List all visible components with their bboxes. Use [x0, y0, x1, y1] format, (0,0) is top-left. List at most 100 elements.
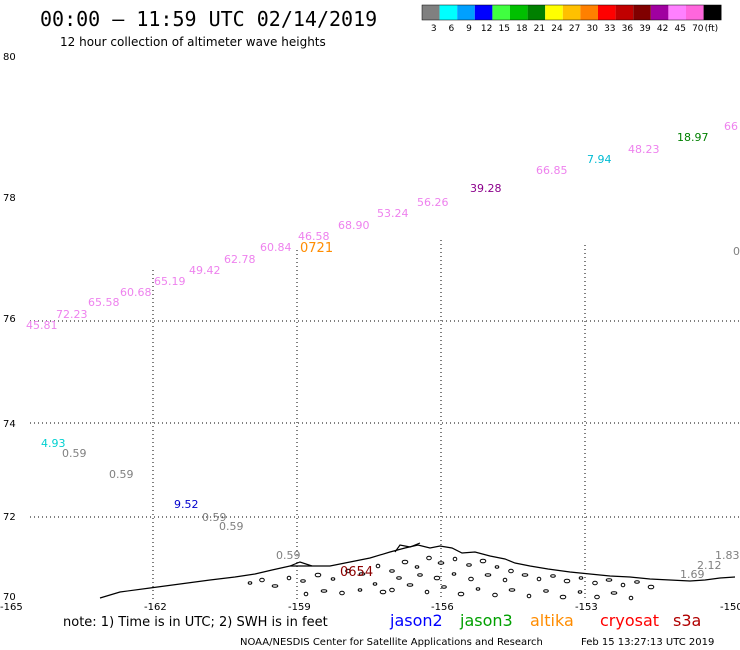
- lake-outline: [594, 594, 600, 600]
- lake-outline: [605, 578, 613, 582]
- color-legend: 3 6 9 12 15 18 21 24 27 30 33 36 39 42 45 70 (ft): [421, 4, 722, 34]
- wave-height-label: 62.78: [224, 253, 256, 266]
- legend-label: 27: [569, 24, 580, 34]
- wave-height-label: 53.24: [377, 207, 409, 220]
- lake-outline: [417, 573, 423, 577]
- lake-outline: [389, 569, 395, 573]
- lake-outline: [330, 577, 336, 581]
- lake-outline: [389, 587, 395, 593]
- lake-outline: [345, 568, 351, 574]
- lake-outline: [563, 578, 571, 584]
- legend-swatch: [562, 5, 581, 20]
- x-tick-label: -159: [288, 602, 311, 613]
- coastline: [99, 542, 736, 599]
- wave-height-label: 1.83: [715, 549, 740, 562]
- wave-height-label: 39.28: [470, 182, 502, 195]
- lake-outline: [484, 573, 492, 577]
- legend-label: (ft): [705, 24, 719, 34]
- legend-label: 3: [431, 24, 437, 34]
- satellite-legend: jason2 jason3 altika cryosat s3a: [389, 611, 701, 630]
- lake-outline: [424, 589, 430, 595]
- lake-outline: [441, 585, 447, 589]
- legend-label: 6: [449, 24, 455, 34]
- wave-height-label: 18.97: [677, 131, 709, 144]
- y-axis-labels: 80 78 76 74 72 70: [3, 52, 16, 603]
- lake-outline: [508, 588, 516, 592]
- lake-outline: [375, 563, 381, 569]
- wave-height-label: 1.69: [680, 568, 705, 581]
- lake-outline: [451, 572, 457, 576]
- coastline-path: [99, 544, 736, 599]
- legend-swatch: [527, 5, 546, 20]
- legend-label: 36: [622, 24, 634, 34]
- lake-outline: [610, 591, 618, 595]
- lake-outline: [286, 575, 292, 581]
- time-labels-layer: 0721 0654: [300, 241, 373, 580]
- lake-outline: [543, 589, 549, 593]
- lake-outline: [647, 584, 655, 590]
- lake-outline: [620, 582, 626, 588]
- wave-height-label: 0.59: [109, 468, 134, 481]
- legend-swatch: [633, 5, 651, 20]
- lake-outline: [479, 558, 487, 564]
- legend-swatch: [422, 5, 440, 20]
- legend-swatch: [510, 5, 528, 20]
- legend-swatch: [703, 5, 722, 20]
- wave-height-label: 7.94: [587, 153, 612, 166]
- x-tick-label: -162: [144, 602, 167, 613]
- wave-height-label: 9.52: [174, 498, 199, 511]
- lake-outline: [457, 591, 465, 597]
- legend-label: 70: [692, 24, 704, 34]
- lake-outline: [406, 583, 414, 587]
- wave-height-label: 46.58: [298, 230, 330, 243]
- lake-outline: [577, 590, 583, 594]
- wave-height-label: 45.81: [26, 319, 58, 332]
- lake-outline: [271, 584, 279, 588]
- legend-swatch: [439, 5, 458, 20]
- lake-outline: [401, 559, 409, 565]
- legend-swatch: [545, 5, 563, 20]
- wave-height-label: 65.58: [88, 296, 120, 309]
- lake-outline: [320, 589, 328, 593]
- lake-outline: [592, 580, 598, 586]
- lake-outline: [475, 587, 481, 591]
- lake-outline: [508, 568, 514, 574]
- lake-outline: [372, 582, 378, 586]
- wave-height-label: 2.12: [697, 559, 722, 572]
- wave-height-label: 0: [733, 245, 740, 258]
- x-tick-label: -150: [720, 602, 740, 613]
- legend-swatch: [580, 5, 598, 20]
- legend-label: 45: [674, 24, 685, 34]
- legend-label: 33: [604, 24, 615, 34]
- lake-outline: [396, 576, 402, 580]
- legend-label: 24: [551, 24, 563, 34]
- legend-swatch: [474, 5, 493, 20]
- lake-outline: [521, 573, 529, 577]
- lake-outline: [426, 555, 432, 561]
- lake-outline: [559, 594, 567, 600]
- lake-outline: [578, 576, 584, 580]
- wave-height-label: 0.59: [62, 447, 87, 460]
- lake-outline: [466, 563, 472, 567]
- satellite-name: altika: [530, 611, 574, 630]
- legend-label: 30: [586, 24, 598, 34]
- lake-outline: [536, 576, 542, 582]
- wave-height-label: 60.68: [120, 286, 152, 299]
- legend-label: 15: [498, 24, 509, 34]
- y-tick-label: 80: [3, 52, 16, 63]
- legend-label: 42: [657, 24, 668, 34]
- legend-frame: [421, 4, 722, 21]
- lake-outline: [550, 574, 556, 578]
- satellite-name: jason3: [459, 611, 513, 630]
- lake-outline: [494, 565, 500, 569]
- y-tick-label: 70: [3, 592, 16, 603]
- wave-height-label: 66.85: [536, 164, 568, 177]
- footer-timestamp: Feb 15 13:27:13 UTC 2019: [581, 637, 714, 648]
- legend-swatch: [686, 5, 704, 20]
- wave-height-label: 0.59: [202, 511, 227, 524]
- lake-outline: [628, 595, 634, 601]
- legend-swatch: [615, 5, 634, 20]
- lake-outline: [300, 579, 306, 583]
